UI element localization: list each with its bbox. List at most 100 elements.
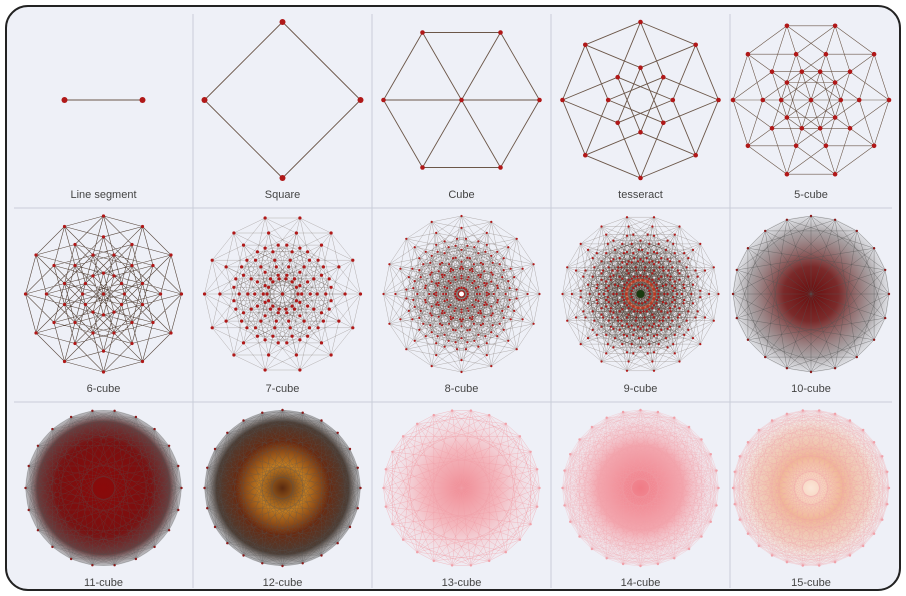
vertex	[607, 266, 610, 269]
vertex	[468, 316, 471, 319]
cell: 7-cube	[202, 216, 363, 395]
vertex	[799, 126, 805, 131]
vertex	[699, 296, 702, 299]
vertex	[298, 368, 302, 372]
vertex	[683, 333, 686, 336]
cell: 6-cube	[23, 214, 184, 395]
vertex	[716, 97, 721, 103]
vertex	[245, 326, 249, 330]
vertex	[657, 242, 660, 245]
cell-label: 9-cube	[624, 383, 658, 395]
vertex	[515, 297, 518, 300]
vertex	[595, 298, 598, 302]
vertex	[570, 292, 574, 296]
vertex	[622, 333, 626, 336]
vertex	[566, 319, 569, 322]
vertex	[667, 316, 670, 319]
vertex	[638, 65, 643, 70]
vertex	[627, 225, 630, 228]
vertex	[101, 271, 106, 275]
vertex	[630, 308, 633, 311]
vertex	[329, 285, 333, 289]
cell-label: Cube	[448, 189, 474, 201]
vertex	[509, 267, 512, 270]
vertex	[632, 298, 635, 302]
vertex	[477, 285, 480, 289]
vertex	[411, 318, 414, 321]
edges	[562, 409, 719, 567]
vertex	[459, 318, 462, 321]
vertex	[290, 250, 294, 254]
vertex	[832, 115, 838, 120]
vertex	[715, 504, 718, 507]
vertex	[399, 267, 402, 270]
vertex	[412, 298, 415, 301]
vertex	[151, 320, 155, 325]
vertex	[618, 328, 621, 331]
vertex	[432, 559, 435, 563]
vertex	[490, 280, 493, 283]
vertex	[382, 292, 385, 296]
vertex	[809, 370, 813, 374]
vertex	[213, 447, 217, 451]
vertex	[651, 260, 654, 263]
vertex	[249, 277, 253, 281]
vertex	[832, 80, 838, 85]
vertex	[460, 277, 463, 280]
vertex	[632, 352, 635, 355]
vertex	[69, 557, 73, 561]
vertex	[443, 333, 446, 336]
vertex	[180, 486, 183, 490]
vertex	[471, 281, 474, 285]
vertex	[263, 300, 267, 304]
vertex	[700, 438, 703, 441]
vertex	[51, 427, 54, 431]
vertex	[177, 508, 180, 512]
vertex	[245, 258, 249, 262]
vertex	[661, 319, 665, 322]
vertex	[699, 289, 702, 292]
vertex	[656, 410, 660, 414]
vertex	[809, 214, 813, 218]
vertex	[454, 244, 457, 247]
vertex	[285, 243, 289, 247]
vertex	[281, 564, 284, 568]
vertex	[509, 318, 512, 321]
vertex	[793, 51, 799, 57]
vertex	[855, 355, 858, 359]
vertex	[316, 326, 320, 330]
vertex	[645, 310, 648, 313]
vertex	[615, 120, 620, 126]
vertex	[605, 286, 608, 290]
vertex	[738, 518, 741, 521]
vertex	[177, 464, 180, 468]
vertex	[638, 19, 643, 25]
vertex	[847, 126, 853, 131]
vertex	[263, 216, 267, 220]
vertex	[574, 316, 578, 319]
vertex	[648, 292, 652, 296]
vertex	[420, 30, 425, 35]
vertex	[658, 266, 661, 269]
vertex	[657, 292, 660, 296]
vertex	[455, 237, 459, 240]
vertex	[683, 252, 686, 255]
vertex	[586, 248, 590, 251]
vertex	[657, 277, 660, 280]
vertex	[460, 370, 463, 374]
vertex	[241, 311, 246, 315]
vertex	[691, 337, 695, 340]
vertex	[474, 298, 477, 301]
vertex	[153, 545, 156, 549]
vertex	[579, 242, 582, 245]
vertex	[496, 335, 499, 338]
vertex	[237, 292, 241, 296]
vertex	[634, 301, 637, 304]
vertex	[600, 272, 603, 275]
vertex	[600, 313, 603, 316]
vertex	[329, 231, 333, 235]
vertex	[731, 292, 735, 296]
vertex	[646, 298, 649, 302]
vertex	[591, 257, 594, 260]
vertex	[253, 258, 258, 262]
